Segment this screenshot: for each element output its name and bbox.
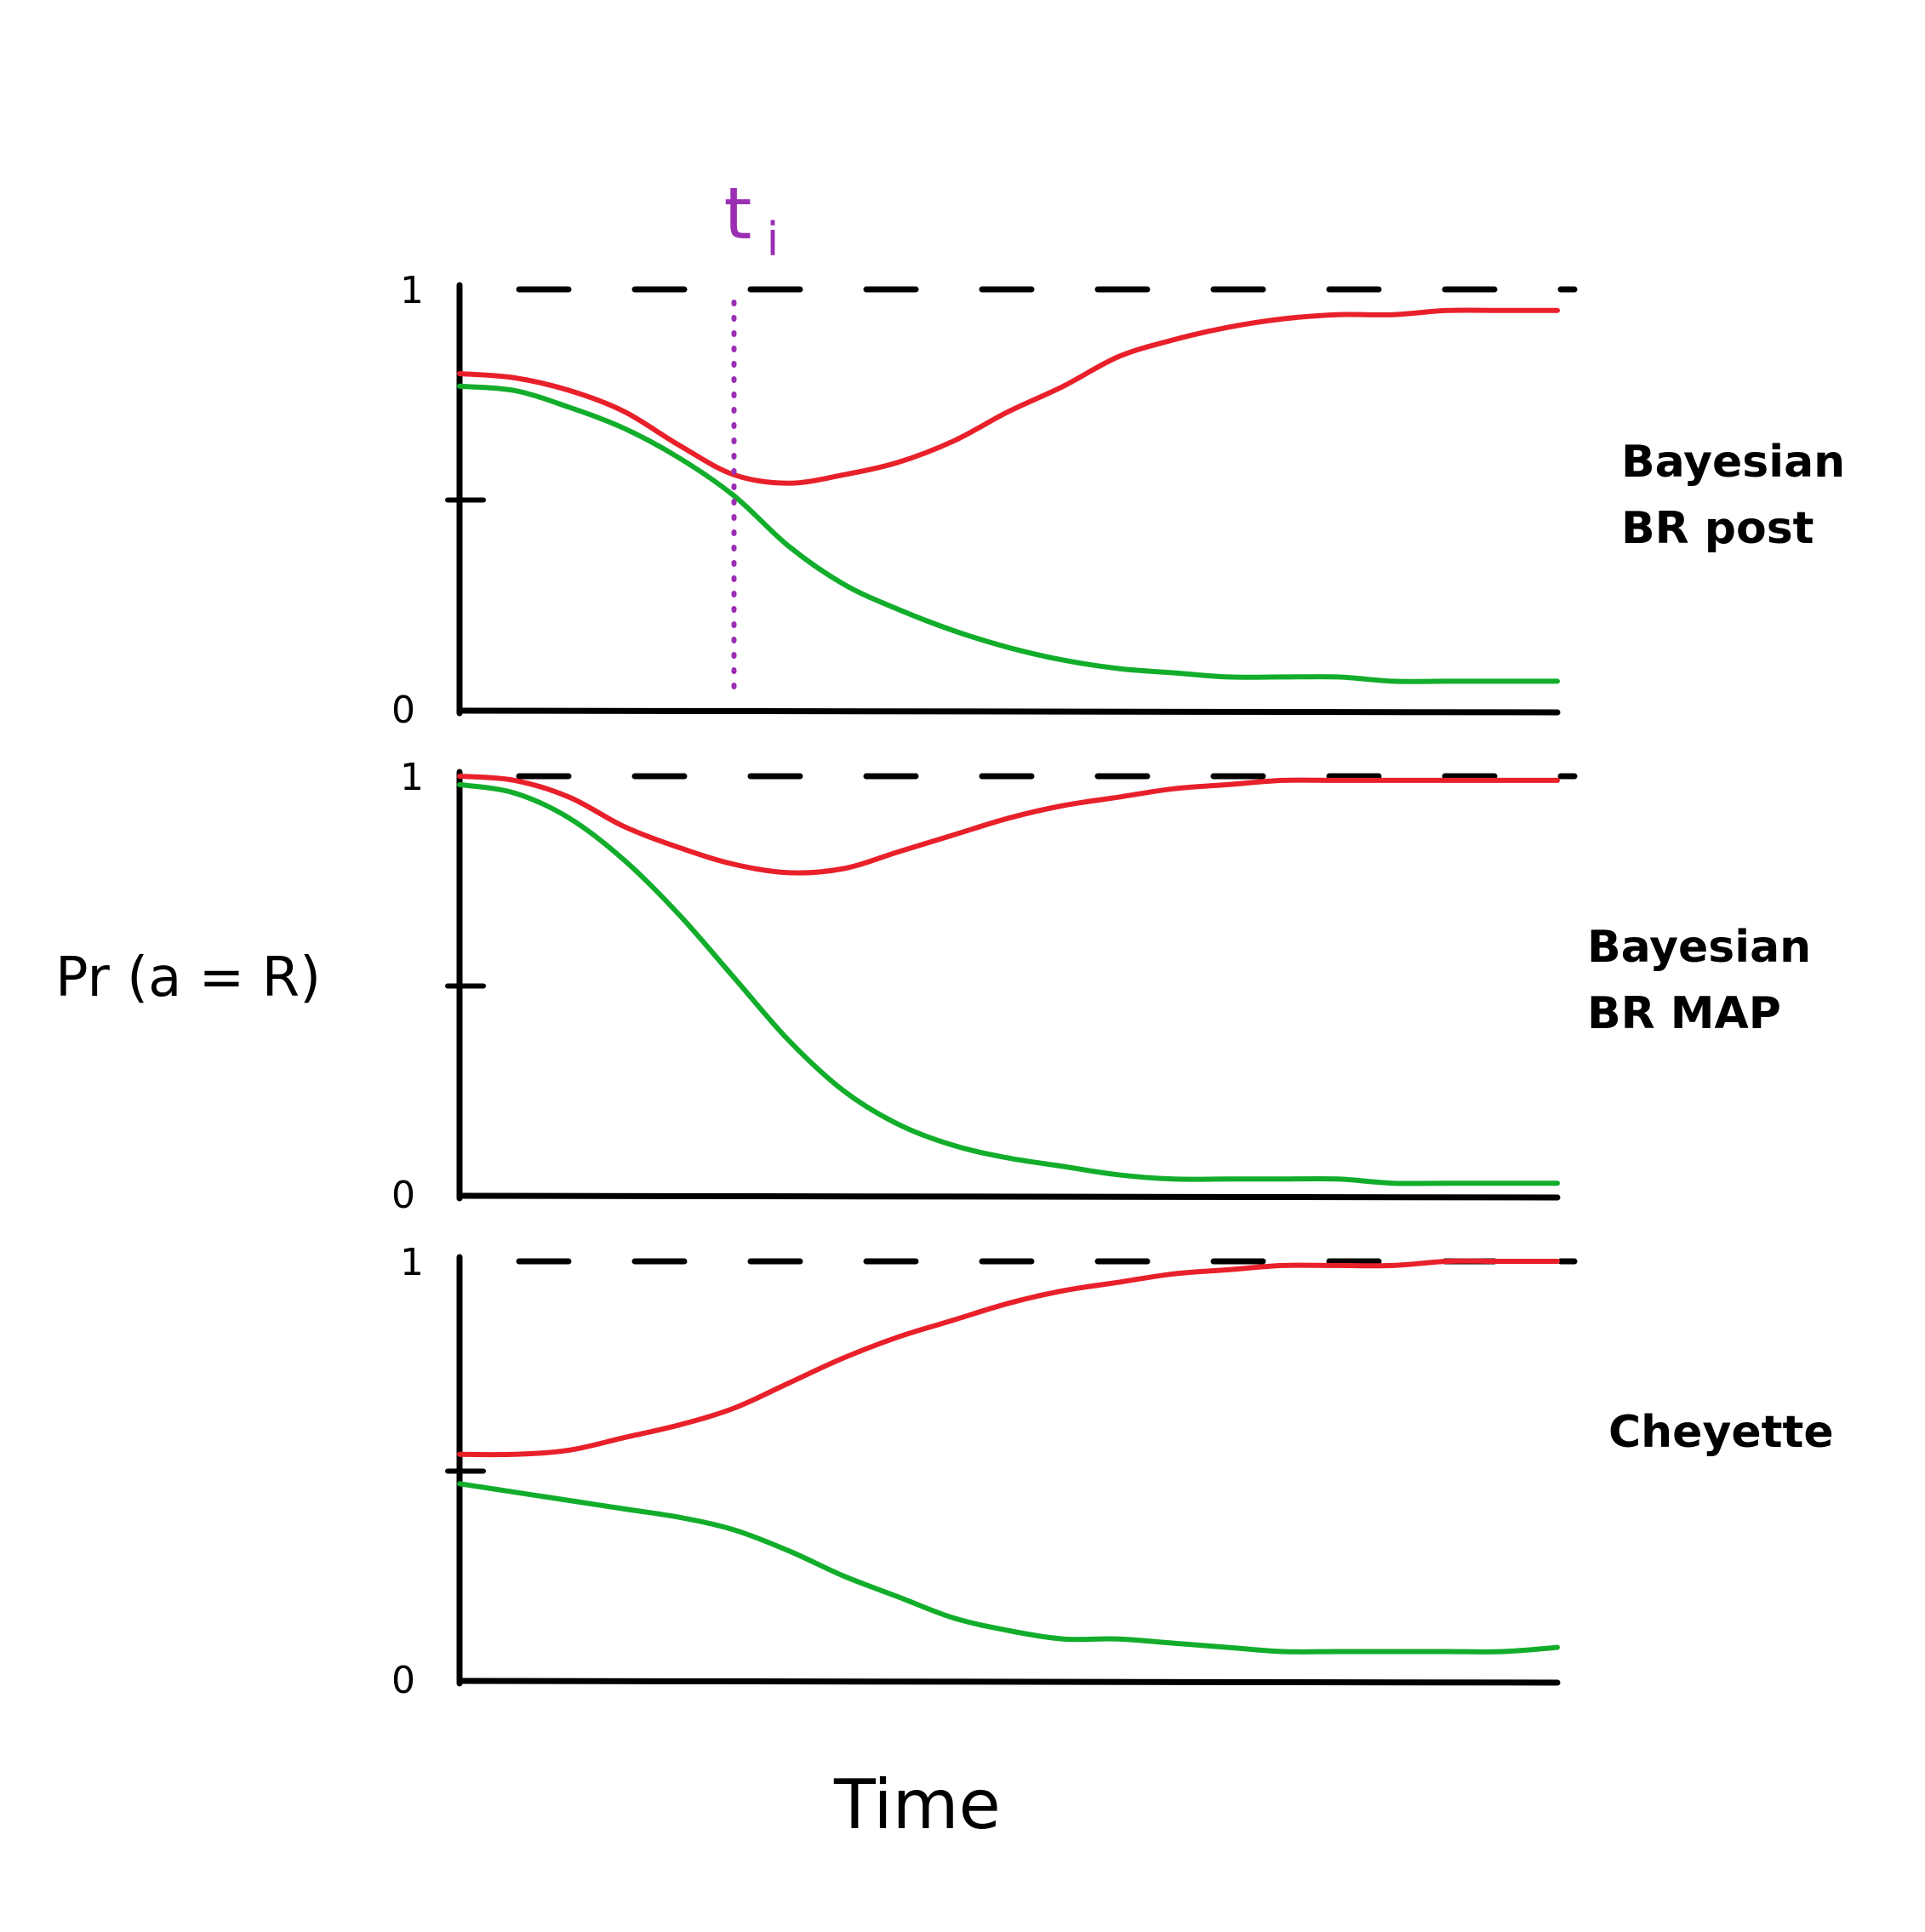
marker-label: t	[724, 172, 752, 255]
y-axis-label: Pr (a = R)	[55, 946, 321, 1009]
panel-label-line: Bayesian	[1587, 922, 1811, 973]
y-tick-label-1: 1	[400, 269, 424, 312]
panel-label-line: Cheyette	[1608, 1407, 1834, 1458]
series-line-green	[457, 1481, 1560, 1655]
panel-label-line: BR post	[1621, 503, 1814, 554]
chart-panels: 0 1 t i Bayesian BR post 0 1 Bayesian BR MAP 0 1 Che…	[391, 172, 1845, 1702]
panel-label-line: BR MAP	[1587, 988, 1781, 1039]
x-axis-line	[456, 1192, 1561, 1201]
x-axis-line	[456, 1678, 1561, 1686]
x-axis-line	[456, 707, 1561, 716]
series-line-red	[457, 774, 1560, 876]
marker-subscript: i	[767, 213, 780, 266]
panel-1: 0 1 t i Bayesian BR post	[391, 172, 1845, 732]
series-line-green	[457, 383, 1560, 684]
y-tick-label-1: 1	[400, 756, 424, 799]
series-line-red	[457, 307, 1560, 486]
series-line-red	[457, 1258, 1560, 1458]
y-tick-label-0: 0	[391, 1174, 415, 1217]
panel-3: 0 1 Cheyette	[391, 1241, 1834, 1702]
series-line-green	[457, 781, 1560, 1186]
y-tick-label-0: 0	[391, 1659, 415, 1702]
y-tick-label-0: 0	[391, 689, 415, 732]
x-axis-label: Time	[833, 1765, 1001, 1844]
panel-2: 0 1 Bayesian BR MAP	[391, 756, 1811, 1217]
panel-label-line: Bayesian	[1621, 437, 1845, 488]
y-tick-label-1: 1	[400, 1241, 424, 1284]
